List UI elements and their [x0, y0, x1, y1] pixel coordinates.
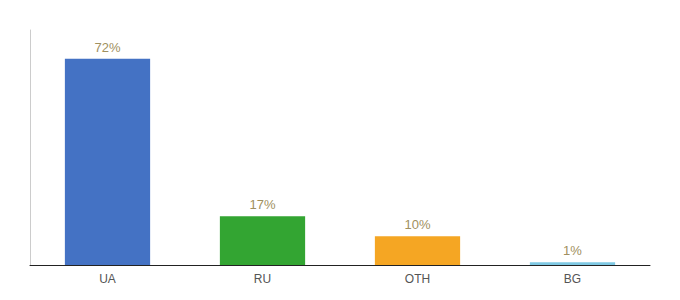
svg-text:UA: UA: [99, 272, 116, 286]
svg-text:BG: BG: [564, 272, 581, 286]
svg-text:72%: 72%: [94, 40, 120, 55]
svg-text:10%: 10%: [404, 217, 430, 232]
svg-text:17%: 17%: [249, 197, 275, 212]
svg-text:1%: 1%: [563, 243, 582, 258]
svg-text:OTH: OTH: [405, 272, 430, 286]
svg-text:RU: RU: [254, 272, 271, 286]
